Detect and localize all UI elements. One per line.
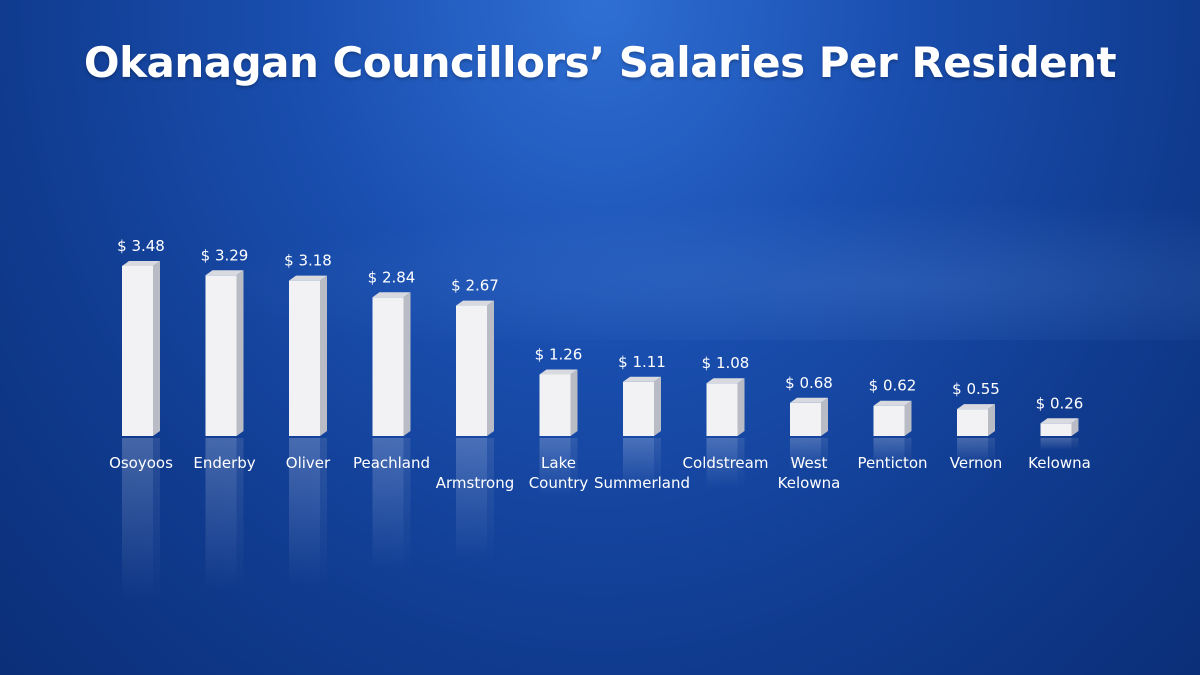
value-label-0: $ 3.48	[117, 237, 165, 255]
bar-4	[456, 305, 487, 436]
value-label-7: $ 1.08	[702, 354, 750, 372]
bar-side-8	[821, 397, 828, 436]
background-glow	[200, 200, 1200, 340]
bar-reflection-side-3	[403, 438, 411, 570]
bar-reflection-1	[205, 438, 237, 591]
bar-top-4	[456, 300, 494, 306]
bar-reflection-3	[372, 438, 404, 570]
value-label-6: $ 1.11	[618, 353, 666, 371]
bar-reflection-side-9	[904, 438, 912, 467]
bar-side-0	[153, 261, 160, 436]
bar-side-11	[1071, 418, 1079, 436]
bar-reflection-0	[122, 438, 153, 600]
value-label-2: $ 3.18	[284, 252, 332, 270]
bar-side-10	[988, 404, 995, 436]
bar-top-5	[539, 369, 578, 375]
category-label-8-line-0: West	[791, 454, 828, 472]
bar-11	[1040, 423, 1072, 436]
value-label-9: $ 0.62	[869, 377, 917, 395]
bar-6	[623, 381, 654, 436]
category-label-1: Enderby	[193, 454, 255, 472]
value-label-8: $ 0.68	[785, 374, 833, 392]
category-label-4: Armstrong	[436, 474, 515, 492]
bar-top-3	[372, 292, 411, 298]
bar-top-8	[790, 397, 828, 403]
bars	[122, 261, 1079, 436]
bar-reflection-side-6	[654, 438, 661, 490]
category-label-5-line-0: Lake	[541, 454, 576, 472]
bar-top-0	[122, 261, 160, 266]
bar-2	[289, 280, 320, 436]
bar-0	[122, 266, 153, 436]
bar-side-3	[403, 292, 411, 436]
bar-10	[957, 409, 988, 436]
bar-side-7	[737, 378, 745, 436]
bar-reflection-side-0	[153, 438, 160, 600]
bar-reflection-side-2	[320, 438, 327, 586]
category-label-7: Coldstream	[683, 454, 769, 472]
bar-9	[873, 405, 905, 436]
category-label-10: Vernon	[950, 454, 1002, 472]
bar-side-2	[320, 275, 327, 436]
bar-reflection-4	[456, 438, 487, 562]
category-label-5-line-1: Country	[529, 474, 589, 492]
chart-title: Okanagan Councillors’ Salaries Per Resid…	[83, 38, 1117, 87]
labels: $ 3.48 Osoyoos $ 3.29 Enderby $ 3.18 Oliver $ …	[109, 237, 1091, 492]
bar-top-6	[623, 376, 661, 382]
category-label-2: Oliver	[286, 454, 331, 472]
bar-reflection-side-5	[570, 438, 578, 497]
bar-reflection-2	[289, 438, 320, 586]
category-label-8-line-1: Kelowna	[778, 474, 841, 492]
value-label-3: $ 2.84	[368, 268, 416, 286]
bar-reflection-8	[790, 438, 821, 470]
bar-side-5	[570, 369, 578, 436]
bar-reflection-side-4	[487, 438, 494, 562]
bar-5	[539, 374, 571, 436]
bar-reflection-11	[1040, 438, 1072, 451]
bar-top-11	[1040, 418, 1079, 424]
bar-top-1	[205, 270, 244, 276]
value-label-5: $ 1.26	[535, 345, 583, 363]
bar-top-9	[873, 400, 912, 406]
bar-reflection-7	[706, 438, 738, 489]
value-label-10: $ 0.55	[952, 380, 1000, 398]
bar-reflection-9	[873, 438, 905, 467]
bar-1	[205, 275, 237, 436]
bar-top-10	[957, 404, 995, 410]
bar-reflection-10	[957, 438, 988, 464]
bar-reflection-side-7	[737, 438, 745, 489]
bar-top-2	[289, 275, 327, 281]
category-label-11: Kelowna	[1028, 454, 1091, 472]
bar-reflection-side-10	[988, 438, 995, 464]
category-label-9: Penticton	[857, 454, 927, 472]
bar-reflection-6	[623, 438, 654, 490]
value-label-11: $ 0.26	[1036, 394, 1084, 412]
bar-side-4	[487, 300, 494, 436]
value-label-4: $ 2.67	[451, 277, 499, 295]
bar-side-6	[654, 376, 661, 436]
bar-reflections	[122, 438, 1079, 600]
bar-reflection-side-1	[236, 438, 244, 591]
bar-reflection-side-11	[1071, 438, 1079, 451]
bar-side-9	[904, 400, 912, 436]
category-label-3: Peachland	[353, 454, 430, 472]
category-label-0: Osoyoos	[109, 454, 173, 472]
bar-reflection-side-8	[821, 438, 828, 470]
value-label-1: $ 3.29	[201, 246, 249, 264]
bar-7	[706, 383, 738, 436]
bar-side-1	[236, 270, 244, 436]
category-label-6: Summerland	[594, 474, 690, 492]
bar-top-7	[706, 378, 745, 384]
bar-8	[790, 402, 821, 436]
bar-reflection-5	[539, 438, 571, 497]
bar-3	[372, 297, 404, 436]
